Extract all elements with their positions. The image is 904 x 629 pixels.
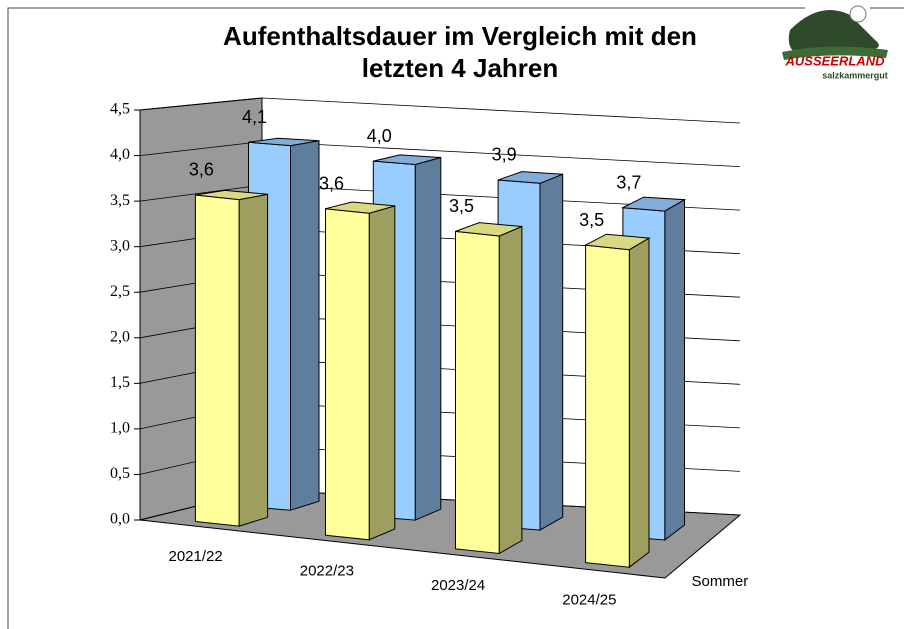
y-tick-label: 0,5 [110, 465, 130, 482]
y-tick-label: 1,5 [110, 374, 130, 391]
x-tick-label: 2022/23 [300, 563, 354, 580]
y-tick-label: 3,5 [110, 192, 130, 209]
logo-flower [849, 5, 867, 23]
bar-front [455, 230, 500, 555]
bar-side [498, 225, 523, 555]
value-label: 3,6 [319, 173, 344, 193]
bar-top [583, 233, 651, 251]
x-tick-label: 2023/24 [431, 577, 485, 594]
bar-top [621, 196, 687, 212]
value-label: 4,1 [242, 107, 267, 127]
value-label: 3,5 [449, 196, 474, 216]
bar-side [238, 193, 269, 527]
value-label: 3,7 [616, 172, 641, 192]
frame [7, 7, 904, 629]
bar-top [325, 201, 395, 214]
bar [583, 233, 651, 569]
bar-top [248, 137, 320, 147]
bar-top [195, 189, 268, 201]
x-tick-label: 2024/25 [562, 592, 616, 609]
logo-tagline: salzkammergut [822, 70, 888, 80]
logo: AUSSEERLAND salzkammergut [782, 5, 888, 80]
logo-hat [788, 10, 879, 55]
depth-label: Sommer [692, 573, 749, 590]
grid-line [139, 97, 741, 124]
value-label: 3,6 [189, 160, 214, 180]
logo-name: AUSSEERLAND [785, 53, 886, 68]
y-tick-label: 2,5 [110, 283, 130, 300]
bar-front [194, 194, 240, 527]
y-tick-label: 4,0 [110, 146, 130, 163]
bar-side [539, 173, 564, 531]
logo-brim [782, 46, 888, 60]
value-label: 4,0 [367, 126, 392, 146]
bar-top [497, 171, 563, 184]
bar-top [455, 222, 523, 237]
bar-side [628, 237, 650, 569]
x-tick-label: 2021/22 [169, 548, 223, 565]
y-tick-label: 3,0 [110, 237, 130, 254]
chart-title: Aufenthaltsdauer im Vergleich mit den le… [223, 21, 697, 83]
value-label: 3,5 [579, 210, 604, 230]
bar [325, 201, 396, 541]
y-tick-label: 1,0 [110, 420, 130, 437]
bar-side [414, 156, 442, 521]
bar-front [585, 244, 630, 568]
bar-side [290, 140, 320, 511]
y-tick-label: 0,0 [110, 511, 130, 528]
bar-front [325, 208, 370, 541]
bar-side [664, 198, 685, 542]
y-tick-label: 2,0 [110, 328, 130, 345]
bar [455, 222, 523, 555]
bar-side [368, 205, 396, 541]
bar-top [373, 154, 441, 166]
bar [194, 189, 269, 527]
y-tick-label: 4,5 [110, 101, 130, 118]
value-label: 3,9 [492, 145, 517, 165]
